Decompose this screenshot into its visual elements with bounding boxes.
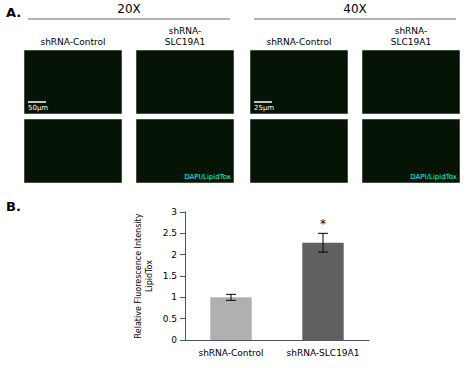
svg-text:A.: A. <box>6 5 21 20</box>
svg-text:DAPI/LipidTox: DAPI/LipidTox <box>410 173 457 181</box>
svg-text:2: 2 <box>171 250 177 260</box>
svg-text:20X: 20X <box>117 2 141 16</box>
svg-text:*: * <box>320 217 326 231</box>
svg-text:1.5: 1.5 <box>163 271 177 281</box>
svg-text:shRNA-Control: shRNA-Control <box>198 348 263 358</box>
svg-text:SLC19A1: SLC19A1 <box>391 37 431 47</box>
svg-text:shRNA-: shRNA- <box>395 26 428 36</box>
svg-text:0: 0 <box>171 335 177 345</box>
svg-text:DAPI/LipidTox: DAPI/LipidTox <box>184 173 231 181</box>
svg-text:shRNA-SLC19A1: shRNA-SLC19A1 <box>287 348 360 358</box>
svg-text:0.5: 0.5 <box>163 314 177 324</box>
svg-text:LipidTox: LipidTox <box>145 260 154 292</box>
svg-text:50μm: 50μm <box>28 104 48 112</box>
svg-text:shRNA-Control: shRNA-Control <box>266 37 331 47</box>
svg-text:25μm: 25μm <box>254 104 274 112</box>
svg-text:2.5: 2.5 <box>163 228 177 238</box>
svg-text:1: 1 <box>171 292 177 302</box>
svg-text:shRNA-: shRNA- <box>169 26 202 36</box>
svg-text:SLC19A1: SLC19A1 <box>165 37 205 47</box>
svg-text:shRNA-Control: shRNA-Control <box>40 37 105 47</box>
svg-text:3: 3 <box>171 207 177 217</box>
svg-text:B.: B. <box>6 199 21 214</box>
svg-text:40X: 40X <box>343 2 367 16</box>
svg-text:Relative Fluorescence Intensit: Relative Fluorescence Intensity <box>134 213 143 338</box>
